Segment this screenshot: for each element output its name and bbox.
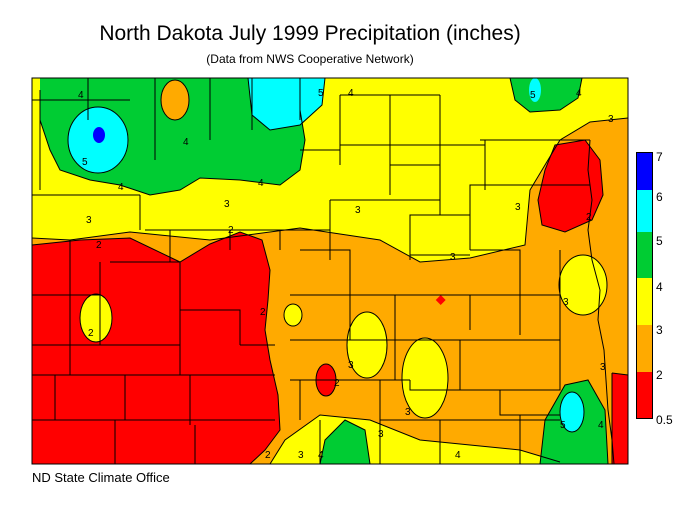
zone-0.5-2-northeast [538, 140, 603, 232]
contour-label: 4 [78, 90, 84, 101]
contour-label: 4 [183, 137, 189, 148]
contour-line [39, 78, 306, 196]
contour-label: 4 [455, 450, 461, 461]
contour-label: 3 [86, 215, 92, 226]
contour-line [269, 414, 561, 465]
contour-label: 2 [265, 450, 271, 461]
county-line [32, 240, 241, 375]
contour-label: 5 [530, 90, 536, 101]
contour-label: 2 [88, 328, 94, 339]
county-line [587, 139, 615, 465]
contour-label: 4 [348, 88, 354, 99]
contour-lines [31, 77, 629, 465]
contour-label: 5 [318, 88, 324, 99]
contour-label: 5 [560, 420, 566, 431]
contour-label: 3 [224, 199, 230, 210]
legend-band-3-4 [637, 278, 652, 325]
map-title: North Dakota July 1999 Precipitation (in… [99, 22, 521, 45]
contour-label: 2 [228, 225, 234, 236]
county-line [300, 94, 590, 166]
legend-label: 0.5 [656, 413, 673, 427]
contour-line [611, 372, 629, 376]
legend-band-4-5 [637, 232, 652, 278]
contour-label: 3 [405, 407, 411, 418]
contour-label: 2 [586, 212, 592, 223]
contour-label: 3 [450, 252, 456, 263]
legend-label: 6 [656, 190, 663, 204]
map-frame [31, 77, 629, 465]
legend-band-6-7 [637, 153, 652, 190]
contour-label: 3 [378, 429, 384, 440]
zone-5-6-north [248, 78, 325, 130]
zone-4-5-south-center [320, 420, 370, 464]
contour-line [283, 303, 303, 327]
contour-label: 4 [258, 178, 264, 189]
contour-label: 3 [298, 450, 304, 461]
map-subtitle: (Data from NWS Cooperative Network) [206, 52, 414, 66]
zone-3-4-small-oval [284, 304, 302, 326]
zone-5-6-southeast [560, 392, 584, 432]
zone-6-7 [93, 127, 105, 143]
county-line [290, 340, 560, 464]
legend-label: 7 [656, 150, 663, 164]
zone-3-4-south-oval [402, 338, 448, 418]
contour-label: 3 [608, 114, 614, 125]
contour-label: 4 [318, 450, 324, 461]
legend-band-2-3 [637, 325, 652, 372]
contour-line [160, 79, 190, 121]
contour-line [247, 77, 326, 131]
county-line [169, 230, 521, 295]
legend-label: 3 [656, 323, 663, 337]
contour-line [31, 231, 281, 465]
contour-line [319, 419, 371, 465]
contour-label: 2 [260, 307, 266, 318]
county-boundaries [32, 78, 615, 465]
contour-line [79, 293, 113, 343]
zone-3-4-central-oval [347, 312, 387, 378]
contour-line [539, 379, 609, 465]
legend-band-5-6 [637, 190, 652, 232]
legend-label: 4 [656, 280, 663, 294]
county-line [290, 250, 561, 380]
contour-label: 3 [348, 360, 354, 371]
county-line [32, 310, 275, 464]
contour-label-group: 4 5 4 3 2 3 2 4 4 5 4 3 3 3 5 4 3 2 3 2 … [78, 88, 614, 461]
contour-line [559, 391, 585, 433]
contour-line [509, 77, 583, 113]
legend-label: 2 [656, 368, 663, 382]
contour-label: 4 [118, 182, 124, 193]
contour-label: 3 [355, 205, 361, 216]
contour-label: 2 [96, 240, 102, 251]
zone-3-4-hole-oval [161, 80, 189, 120]
contour-label: 3 [563, 297, 569, 308]
zone-3-4-west-oval-hole [80, 294, 112, 342]
county-line [379, 340, 561, 464]
contour-label: 5 [82, 157, 88, 168]
contour-line [67, 106, 129, 174]
zone-0.5-2-southwest [32, 232, 280, 464]
contour-line [401, 337, 449, 419]
source-credit: ND State Climate Office [32, 470, 170, 485]
contour-line [558, 254, 608, 316]
contour-line [346, 311, 388, 379]
county-line [409, 184, 530, 260]
zone-0.5-2-southeast [612, 373, 628, 464]
contour-label: 3 [515, 202, 521, 213]
zone-5-6-northeast [529, 78, 541, 102]
county-line [32, 90, 130, 190]
legend-color-bar [636, 152, 653, 419]
contour-label: 3 [600, 362, 606, 373]
county-line [87, 78, 253, 160]
contour-label: 2 [334, 378, 340, 389]
contour-label: 4 [576, 88, 582, 99]
county-line [32, 194, 440, 260]
zone-0.5-2-dot [435, 295, 446, 305]
legend-band-0.5-2 [637, 372, 652, 418]
contour-label: 4 [598, 420, 604, 431]
zone-4-5-northeast [510, 78, 582, 112]
legend-label: 5 [656, 234, 663, 248]
